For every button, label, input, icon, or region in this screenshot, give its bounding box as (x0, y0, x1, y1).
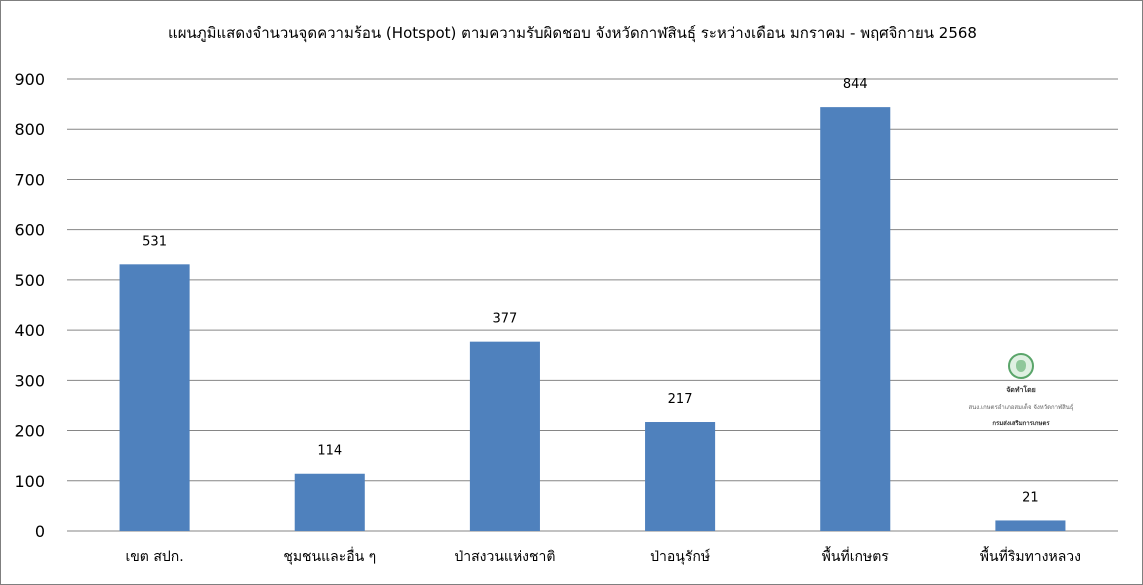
y-tick-label: 200 (14, 422, 45, 441)
bar (820, 107, 891, 531)
data-label: 21 (1022, 490, 1039, 505)
data-label: 114 (317, 444, 342, 459)
y-tick-label: 500 (14, 271, 45, 290)
data-label: 531 (142, 234, 167, 249)
x-tick-label: พื้นที่ริมทางหลวง (980, 546, 1081, 565)
x-tick-label: เขต สปก. (125, 549, 183, 565)
watermark-line2: สนง.เกษตรอำเภอสมเด็จ จังหวัดกาฬสินธุ์ (968, 404, 1074, 411)
seal-icon (1008, 353, 1034, 379)
data-label: 844 (843, 77, 868, 92)
x-tick-label: ป่าสงวนแห่งชาติ (454, 549, 555, 565)
watermark-line3: กรมส่งเสริมการเกษตร (992, 420, 1050, 427)
x-tick-label: พื้นที่เกษตร (822, 546, 890, 565)
watermark-line1: จัดทำโดย (1006, 386, 1036, 394)
chart-title: แผนภูมิแสดงจำนวนจุดความร้อน (Hotspot) ตา… (168, 24, 977, 42)
y-tick-label: 700 (14, 170, 45, 189)
bar (119, 264, 190, 531)
y-tick-label: 600 (14, 221, 45, 240)
bar (469, 341, 540, 531)
y-tick-label: 300 (14, 371, 45, 390)
data-label: 217 (668, 392, 693, 407)
y-tick-label: 400 (14, 321, 45, 340)
y-tick-label: 800 (14, 120, 45, 139)
bar (294, 473, 365, 531)
bar (645, 422, 716, 531)
x-tick-label: ป่าอนุรักษ์ (650, 548, 710, 565)
data-label: 377 (493, 312, 518, 327)
y-tick-label: 100 (14, 472, 45, 491)
x-tick-label: ชุมชนและอื่น ๆ (283, 547, 376, 565)
watermark: จัดทำโดย สนง.เกษตรอำเภอสมเด็จ จังหวัดกาฬ… (941, 353, 1101, 428)
bar (995, 520, 1066, 531)
y-tick-label: 0 (35, 522, 45, 541)
y-tick-label: 900 (14, 70, 45, 89)
